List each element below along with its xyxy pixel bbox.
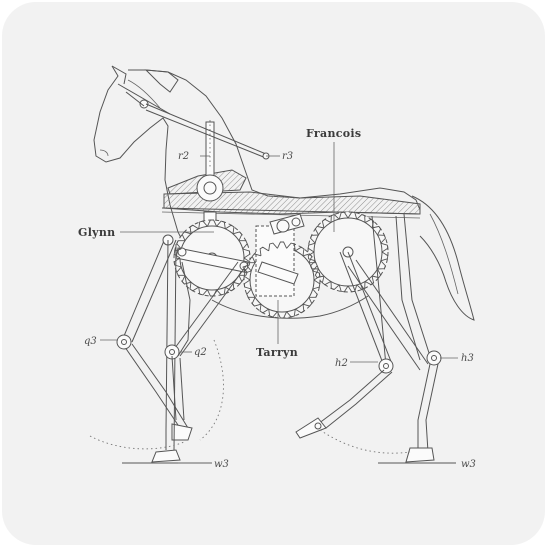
- label-francois: Francois: [306, 127, 361, 140]
- leader-lines: [100, 142, 458, 464]
- tag-r2: r2: [178, 151, 189, 162]
- central-linkage: [175, 213, 305, 297]
- neck-rod-assembly: [145, 103, 270, 223]
- tag-q3: q3: [84, 336, 97, 347]
- rear-leg-left: [295, 215, 394, 439]
- tag-w3-right: w3: [461, 459, 476, 470]
- front-leg-left: [116, 234, 193, 463]
- tag-r3: r3: [282, 151, 293, 162]
- label-glynn: Glynn: [78, 226, 115, 239]
- label-tarryn: Tarryn: [256, 346, 298, 359]
- gear-glynn-teeth: [173, 219, 251, 297]
- gear-francois-teeth: [307, 211, 389, 293]
- tag-h3: h3: [461, 353, 474, 364]
- front-leg-right: [164, 261, 247, 421]
- rear-leg-right: [347, 213, 442, 463]
- tag-h2: h2: [335, 358, 348, 369]
- tag-q2: q2: [194, 347, 207, 358]
- gear-tarryn-teeth: [243, 241, 321, 319]
- tag-w3-left: w3: [214, 459, 229, 470]
